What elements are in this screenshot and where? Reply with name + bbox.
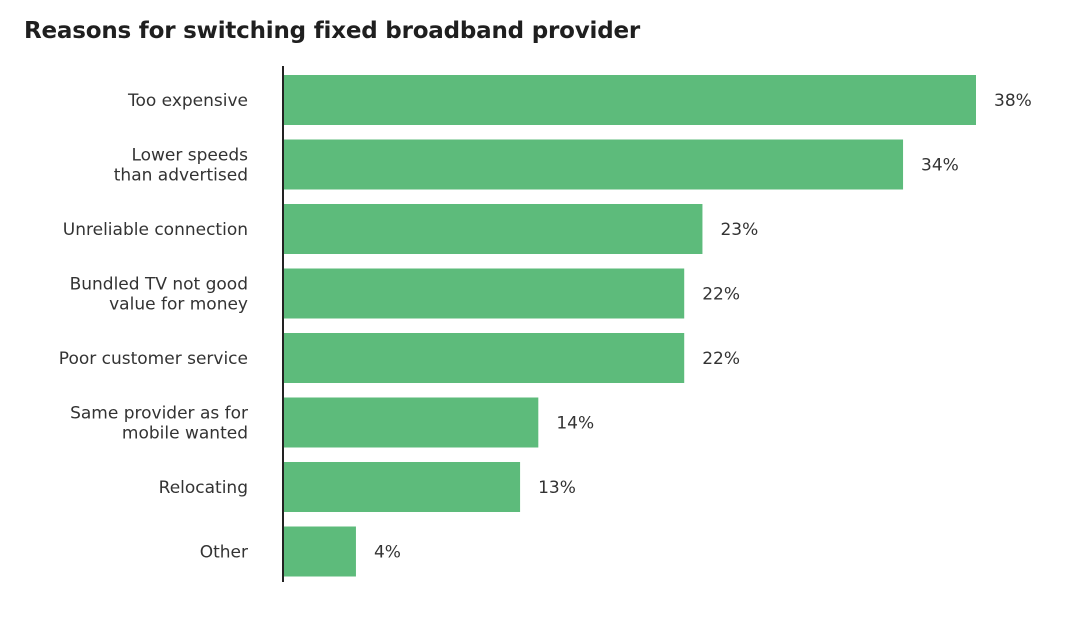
bar-2 (283, 204, 703, 254)
chart-title: Reasons for switching fixed broadband pr… (24, 18, 641, 44)
category-label-line: Other (200, 543, 248, 563)
category-label-line: than advertised (114, 166, 248, 186)
category-label-5: Same provider as for mobile wanted (70, 404, 248, 444)
category-label-3: Bundled TV not good value for money (70, 275, 248, 315)
category-label-line: Lower speeds (131, 146, 248, 166)
bar-6 (283, 462, 521, 512)
category-label-line: Bundled TV not good (70, 275, 248, 295)
category-label-1: Lower speeds than advertised (114, 146, 248, 186)
category-label-line: value for money (109, 295, 248, 315)
bar-4 (283, 333, 685, 383)
category-label-line: Too expensive (127, 91, 248, 111)
category-label-4: Poor customer service (59, 349, 248, 369)
value-label-4: 22% (702, 349, 740, 369)
value-label-5: 14% (556, 414, 594, 434)
bar-1 (283, 139, 904, 190)
value-label-2: 23% (720, 220, 758, 240)
bar-0 (283, 75, 976, 125)
category-label-7: Other (200, 543, 248, 563)
bar-7 (283, 526, 356, 577)
category-label-line: Unreliable connection (63, 220, 248, 240)
bar-5 (283, 397, 539, 448)
category-label-line: Same provider as for (70, 404, 248, 424)
category-label-2: Unreliable connection (63, 220, 248, 240)
category-label-line: Poor customer service (59, 349, 248, 369)
category-label-line: mobile wanted (122, 424, 248, 444)
category-label-0: Too expensive (127, 91, 248, 111)
bar-3 (283, 268, 685, 319)
value-label-0: 38% (994, 91, 1032, 111)
value-label-1: 34% (921, 156, 959, 176)
value-label-7: 4% (374, 543, 401, 563)
category-label-line: Relocating (159, 478, 248, 498)
value-label-6: 13% (538, 478, 576, 498)
category-label-6: Relocating (159, 478, 248, 498)
value-label-3: 22% (702, 285, 740, 305)
